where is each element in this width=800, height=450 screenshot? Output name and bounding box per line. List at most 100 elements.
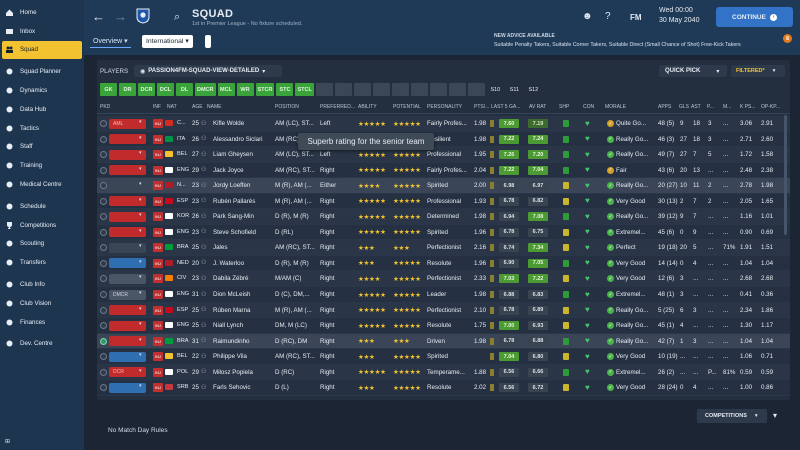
position-chip[interactable]: STCL [295, 83, 314, 96]
select-checkbox[interactable] [100, 166, 107, 174]
col-position[interactable]: POSITION [275, 104, 299, 110]
position-chip[interactable]: S10 [490, 86, 501, 93]
player-name[interactable]: Steve Schofield [213, 228, 256, 236]
table-row[interactable]: DCR ▾ INJ POL 29 ⚇ Miłosz Popiela D (RC) Right ★★… [97, 364, 790, 381]
role-dropdown[interactable] [109, 242, 146, 253]
position-chip[interactable]: STC [276, 83, 294, 96]
table-row[interactable]: ▾ INJ ENG 25 ⚇ Niall Lynch DM, M (LC) Right ★★★★… [97, 318, 790, 334]
position-chip[interactable]: MCL [217, 83, 235, 96]
player-name[interactable]: Park Sang-Min [213, 213, 254, 221]
help-icon[interactable]: ? [605, 11, 611, 22]
role-dropdown[interactable] [109, 320, 146, 331]
player-name[interactable]: Dabila Zébré [213, 275, 249, 283]
sidebar-item-staff[interactable]: Staff [0, 138, 84, 157]
col-pom[interactable]: P... [707, 104, 714, 110]
advice-banner[interactable]: NEW ADVICE AVAILABLE Suitable Penalty Ta… [494, 33, 794, 53]
role-dropdown[interactable] [109, 211, 146, 222]
position-chip[interactable]: WR [236, 83, 254, 96]
player-name[interactable]: Farls Sehovic [213, 384, 251, 392]
table-row[interactable]: ▾ INJ ESP 25 ⚇ Rúben Marna M (R), AM (... Right… [97, 302, 790, 319]
player-name[interactable]: Philippe Vila [213, 353, 247, 361]
sidebar-item-squad[interactable]: Squad [2, 40, 82, 60]
position-chip[interactable]: S12 [528, 86, 539, 93]
sidebar-item-medical-centre[interactable]: Medical Centre [0, 175, 84, 194]
table-row[interactable]: ▾ INJ BEL 22 ⚇ Philippe Vila AM (RC), ST... Rig… [97, 349, 790, 365]
position-chip[interactable] [448, 83, 466, 96]
sidebar-item-data-hub[interactable]: Data Hub [0, 100, 84, 119]
position-chip[interactable]: DMCR [195, 83, 216, 96]
table-row[interactable]: ▾ INJ BRA 25 ⚇ Jales AM (RC), ST... Right ★★★ ★★★… [97, 240, 790, 256]
select-checkbox[interactable] [100, 384, 107, 392]
position-chip[interactable]: DCL [157, 83, 174, 96]
tab-international[interactable]: International ▾ [142, 35, 193, 48]
player-name[interactable]: Jordy Loeffen [213, 182, 251, 190]
col-opkp[interactable]: OP-KP... [761, 104, 781, 110]
filtered-button[interactable]: FILTERED* ▾ [731, 65, 785, 77]
position-chip[interactable]: DL [176, 83, 193, 96]
player-name[interactable]: Jack Joyce [213, 166, 244, 174]
tab-overview[interactable]: Overview ▾ [90, 35, 131, 48]
sidebar-item-squad-planner[interactable]: Squad Planner [0, 62, 84, 81]
table-row[interactable]: ▾ INJ BRA 31 ⚇ Raimundinho D (RC), DM Right ★★★ ★… [97, 333, 790, 350]
role-dropdown[interactable] [109, 351, 146, 362]
col-inf[interactable]: INF [153, 104, 162, 110]
position-chip[interactable] [315, 83, 333, 96]
col-preferred-foot[interactable]: PREFERRED... [320, 104, 356, 110]
player-name[interactable]: Kifle Wolde [213, 120, 245, 127]
select-checkbox[interactable] [100, 120, 107, 127]
col-age[interactable]: AGE [192, 104, 203, 110]
sidebar-item-club-info[interactable]: Club Info [0, 275, 84, 294]
competitions-button[interactable]: COMPETITIONS ▾ [697, 409, 767, 423]
select-checkbox[interactable] [100, 368, 107, 376]
sidebar-bottom-icon[interactable]: ⊞ [5, 439, 11, 445]
sidebar-item-scouting[interactable]: Scouting [0, 235, 84, 254]
role-dropdown[interactable]: DCR [109, 367, 146, 378]
sidebar-item-training[interactable]: Training [0, 156, 84, 175]
role-dropdown[interactable]: AML [109, 118, 146, 129]
player-name[interactable]: Liam Gheysen [213, 151, 253, 159]
position-chip[interactable] [467, 83, 485, 96]
role-dropdown[interactable]: DMCR [109, 289, 146, 300]
table-row[interactable]: AML ▾ INJ C... 25 ⚇ Kifle Wolde AM (LC), ST... L… [97, 116, 790, 132]
col-nat[interactable]: NAT [167, 104, 177, 110]
position-chip[interactable] [353, 83, 371, 96]
role-dropdown[interactable] [109, 196, 146, 207]
col-personality[interactable]: PERSONALITY [427, 104, 463, 110]
continue-button[interactable]: CONTINUE › [716, 7, 793, 27]
select-checkbox[interactable] [100, 135, 107, 143]
table-row[interactable]: ▾ INJ CIV 23 ⚇ Dabila Zébré M/AM (C) Right ★★★★ ★… [97, 271, 790, 288]
position-chip[interactable] [372, 83, 390, 96]
position-chip[interactable] [410, 83, 428, 96]
sidebar-item-competitions[interactable]: Competitions [0, 216, 84, 235]
table-row[interactable]: ▾ INJ BEL 27 ⚇ Liam Gheysen AM (LC), ST... Left… [97, 147, 790, 163]
col-mins[interactable]: M... [723, 104, 732, 110]
profile-icon[interactable]: ☻ [582, 11, 593, 22]
role-dropdown[interactable] [109, 258, 146, 269]
role-dropdown[interactable] [109, 227, 146, 238]
col-gls[interactable]: GLS [679, 104, 690, 110]
player-name[interactable]: Dion McLeish [213, 291, 251, 299]
role-dropdown[interactable] [109, 180, 146, 191]
select-checkbox[interactable] [100, 259, 107, 267]
select-checkbox[interactable] [100, 337, 107, 345]
table-row[interactable]: DMCR ▾ INJ ENG 31 ⚇ Dion McLeish D (C), DM,... R… [97, 287, 790, 303]
table-row[interactable]: ▾ INJ N... 23 ⚇ Jordy Loeffen M (R), AM (... Ei… [97, 178, 790, 194]
select-checkbox[interactable] [100, 275, 107, 283]
sidebar-item-home[interactable]: Home [0, 3, 84, 22]
forward-arrow-icon[interactable]: → [114, 9, 127, 24]
select-checkbox[interactable] [100, 213, 107, 221]
col-pts[interactable]: PTS/... [474, 104, 490, 110]
sidebar-item-finances[interactable]: Finances [0, 313, 84, 332]
col-con[interactable]: CON [583, 104, 595, 110]
col-potential[interactable]: POTENTIAL [393, 104, 421, 110]
col-ability[interactable]: ABILITY [358, 104, 377, 110]
quick-pick-button[interactable]: QUICK PICK ▾ [659, 65, 727, 77]
advice-count-badge[interactable]: 8 [783, 34, 792, 43]
fm-menu-button[interactable]: FM [630, 13, 642, 22]
sidebar-item-dev-centre[interactable]: Dev. Centre [0, 335, 84, 354]
player-name[interactable]: Rubén Pallarés [213, 197, 256, 205]
player-name[interactable]: Jales [213, 244, 228, 252]
col-last5[interactable]: LAST 5 GA... [491, 104, 521, 110]
search-icon[interactable]: ⌕ [174, 11, 181, 23]
sidebar-item-dynamics[interactable]: Dynamics [0, 81, 84, 100]
